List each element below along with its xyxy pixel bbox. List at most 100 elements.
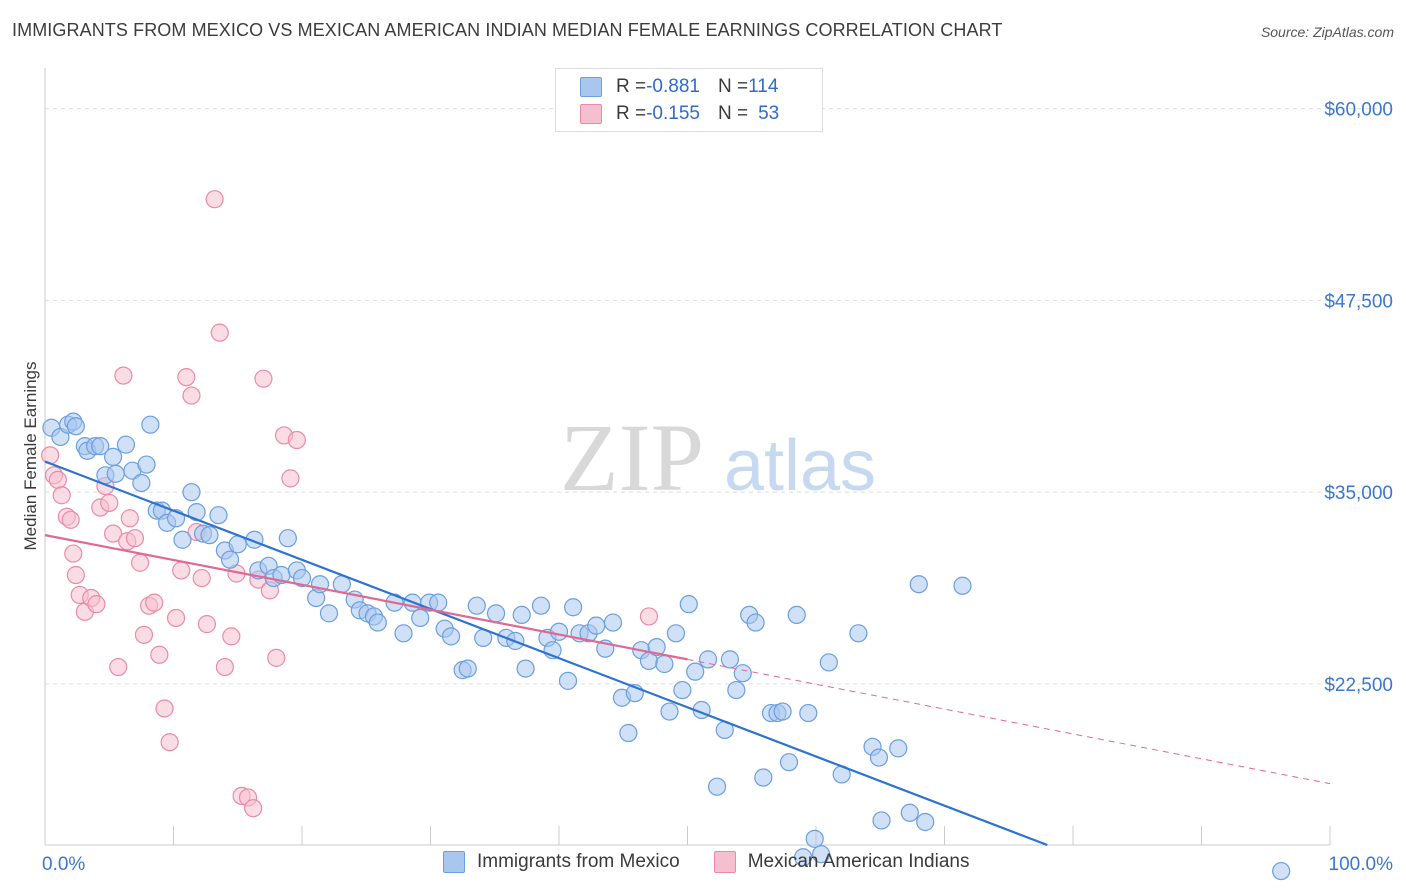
legend-label-immigrants-from-mexico: Immigrants from Mexico — [477, 851, 680, 872]
legend-n-label: N = — [717, 103, 749, 124]
data-point-mexican-american-indians — [215, 657, 234, 677]
data-point-immigrants-from-mexico — [869, 748, 889, 767]
data-point-immigrants-from-mexico — [727, 680, 746, 700]
series-immigrants-from-mexico-points — [42, 412, 1291, 881]
legend-r-value-blue: -0.881 — [646, 76, 700, 97]
data-point-immigrants-from-mexico — [512, 605, 531, 625]
data-point-immigrants-from-mexico — [698, 650, 718, 669]
data-point-immigrants-from-mexico — [872, 811, 891, 830]
legend-item-immigrants-from-mexico[interactable]: Immigrants from Mexico — [443, 851, 680, 873]
tick-labels: $22,500 $35,000 $47,500 $60,000 0.0% 100.0% — [42, 100, 1393, 875]
data-point-mexican-american-indians — [244, 799, 263, 818]
x-tick-label-min: 0.0% — [42, 854, 85, 875]
data-point-mexican-american-indians — [210, 323, 229, 342]
data-point-immigrants-from-mexico — [787, 605, 806, 625]
data-point-immigrants-from-mexico — [746, 613, 765, 632]
data-point-immigrants-from-mexico — [200, 526, 219, 545]
data-point-mexican-american-indians — [166, 608, 186, 628]
data-point-immigrants-from-mexico — [292, 568, 312, 588]
data-point-immigrants-from-mexico — [909, 575, 928, 594]
data-point-immigrants-from-mexico — [549, 622, 569, 641]
data-point-mexican-american-indians — [267, 648, 286, 667]
data-point-mexican-american-indians — [160, 733, 179, 752]
data-point-immigrants-from-mexico — [132, 473, 151, 493]
series-legend: Immigrants from Mexico Mexican American … — [443, 851, 1003, 873]
data-point-mexican-american-indians — [205, 190, 224, 209]
data-point-mexican-american-indians — [192, 568, 211, 588]
data-point-immigrants-from-mexico — [619, 723, 638, 743]
data-point-immigrants-from-mexico — [137, 455, 156, 474]
data-point-mexican-american-indians — [64, 544, 83, 563]
y-tick-label: $35,000 — [1324, 483, 1393, 504]
legend-swatch-pink — [713, 851, 736, 873]
data-point-mexican-american-indians — [114, 366, 133, 385]
data-point-mexican-american-indians — [254, 369, 273, 388]
data-point-immigrants-from-mexico — [707, 777, 727, 796]
data-point-immigrants-from-mexico — [106, 464, 125, 483]
legend-swatch-pink — [580, 104, 602, 124]
data-point-mexican-american-indians — [120, 509, 139, 528]
legend-label-mexican-american-indians: Mexican American Indians — [747, 851, 970, 872]
x-tick-label-max: 100.0% — [1329, 854, 1394, 875]
data-point-immigrants-from-mexico — [660, 702, 679, 721]
y-tick-label: $22,500 — [1324, 675, 1393, 696]
data-point-immigrants-from-mexico — [655, 654, 674, 674]
data-point-immigrants-from-mexico — [394, 624, 413, 643]
data-point-immigrants-from-mexico — [916, 812, 935, 832]
data-point-mexican-american-indians — [48, 470, 67, 490]
data-point-immigrants-from-mexico — [679, 595, 698, 614]
data-point-mexican-american-indians — [104, 524, 123, 543]
legend-n-label: N = — [717, 76, 749, 97]
data-point-immigrants-from-mexico — [603, 613, 623, 632]
legend-r-label: R = — [616, 103, 647, 124]
data-point-immigrants-from-mexico — [779, 753, 799, 772]
y-tick-label: $47,500 — [1324, 291, 1393, 312]
legend-swatch-blue — [580, 77, 602, 97]
trend-line-mexican-american-indians — [44, 534, 688, 661]
data-point-immigrants-from-mexico — [889, 739, 908, 758]
data-point-mexican-american-indians — [639, 607, 659, 626]
legend-item-mexican-american-indians[interactable]: Mexican American Indians — [713, 851, 970, 873]
data-point-immigrants-from-mexico — [720, 650, 740, 669]
data-point-immigrants-from-mexico — [441, 627, 461, 646]
data-point-mexican-american-indians — [222, 627, 241, 646]
data-point-immigrants-from-mexico — [794, 848, 813, 867]
watermark: ZIP atlas — [560, 404, 876, 511]
data-point-mexican-american-indians — [182, 386, 201, 405]
data-point-immigrants-from-mexico — [516, 659, 535, 678]
data-point-immigrants-from-mexico — [467, 596, 486, 615]
legend-n-value-blue: 114 — [748, 76, 779, 97]
data-point-immigrants-from-mexico — [686, 662, 705, 681]
y-tick-label: $60,000 — [1324, 100, 1393, 121]
data-point-mexican-american-indians — [130, 553, 150, 572]
data-point-immigrants-from-mexico — [733, 664, 752, 683]
data-point-immigrants-from-mexico — [141, 415, 160, 434]
data-point-immigrants-from-mexico — [812, 845, 831, 864]
correlation-legend: R = -0.881 N = 114 R = -0.155 N = 53 — [555, 68, 823, 132]
trend-line-immigrants-from-mexico — [44, 460, 1048, 847]
legend-r-value-pink: -0.155 — [646, 103, 700, 124]
data-point-immigrants-from-mexico — [458, 659, 477, 678]
data-point-mexican-american-indians — [197, 615, 217, 634]
trend-lines — [44, 460, 1331, 847]
data-point-mexican-american-indians — [150, 645, 169, 664]
data-point-mexican-american-indians — [281, 469, 300, 488]
data-point-mexican-american-indians — [177, 368, 196, 387]
data-point-immigrants-from-mexico — [319, 604, 339, 623]
data-point-immigrants-from-mexico — [104, 447, 123, 466]
data-point-mexican-american-indians — [287, 430, 306, 450]
data-point-immigrants-from-mexico — [673, 680, 692, 700]
data-point-immigrants-from-mexico — [411, 608, 430, 628]
data-point-mexican-american-indians — [172, 561, 191, 580]
data-point-immigrants-from-mexico — [773, 702, 792, 721]
data-point-mexican-american-indians — [134, 625, 154, 644]
watermark-atlas: atlas — [724, 426, 876, 506]
data-point-mexican-american-indians — [41, 446, 60, 465]
data-point-immigrants-from-mexico — [754, 768, 773, 787]
data-point-immigrants-from-mexico — [953, 576, 972, 595]
legend-row-blue: R = -0.881 N = 114 — [580, 74, 778, 100]
data-point-immigrants-from-mexico — [647, 638, 666, 657]
data-point-immigrants-from-mexico — [531, 596, 551, 615]
legend-swatch-blue — [443, 851, 465, 873]
